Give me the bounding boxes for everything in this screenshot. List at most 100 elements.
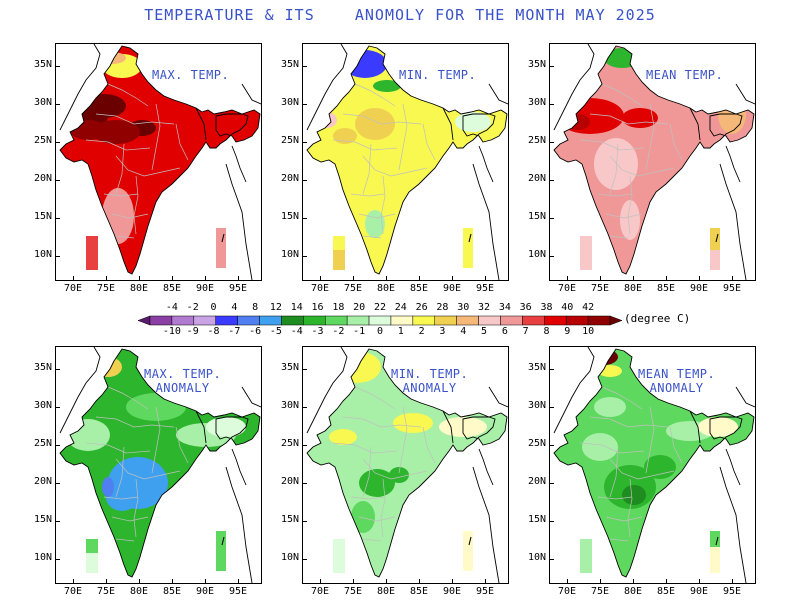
lon-label: 95E bbox=[228, 586, 248, 597]
lat-label: 10N bbox=[33, 249, 52, 260]
lon-label: 80E bbox=[376, 586, 396, 597]
lon-label: 70E bbox=[63, 586, 83, 597]
lon-label: 85E bbox=[409, 283, 429, 294]
lat-label: 30N bbox=[527, 97, 546, 108]
colorbar-bottom-label: -9 bbox=[186, 326, 199, 337]
lat-tick bbox=[550, 142, 554, 143]
min-temp-map bbox=[306, 44, 508, 280]
lon-tick bbox=[732, 276, 733, 280]
colorbar-swatch bbox=[368, 315, 392, 326]
lat-label: 20N bbox=[33, 173, 52, 184]
lat-label: 25N bbox=[280, 438, 299, 449]
lat-label: 35N bbox=[33, 59, 52, 70]
colorbar-bottom-label: 9 bbox=[564, 326, 571, 337]
colorbar-bottom-label: 7 bbox=[522, 326, 529, 337]
lat-tick bbox=[303, 218, 307, 219]
colorbar-top-label: 30 bbox=[457, 302, 470, 313]
lat-label: 30N bbox=[33, 400, 52, 411]
lat-tick bbox=[56, 218, 60, 219]
mean-temp-label: MEAN TEMP. bbox=[646, 68, 724, 82]
lat-label: 35N bbox=[527, 59, 546, 70]
lat-tick bbox=[303, 66, 307, 67]
colorbar-top-label: 40 bbox=[561, 302, 574, 313]
lat-label: 15N bbox=[527, 211, 546, 222]
lat-label: 10N bbox=[527, 249, 546, 260]
lon-tick bbox=[386, 579, 387, 583]
colorbar-bottom-label: 5 bbox=[481, 326, 488, 337]
mean-temp-anomaly-map bbox=[553, 347, 755, 583]
colorbar-top-label: 12 bbox=[269, 302, 282, 313]
colorbar-bottom-label: 0 bbox=[376, 326, 384, 337]
lat-tick bbox=[303, 369, 307, 370]
colorbar-swatch bbox=[149, 315, 173, 326]
colorbar-swatch bbox=[587, 315, 611, 326]
colorbar-swatch bbox=[324, 315, 348, 326]
colorbar-bottom-label: 1 bbox=[397, 326, 404, 337]
colorbar-swatch bbox=[215, 315, 238, 326]
lat-label: 30N bbox=[527, 400, 546, 411]
colorbar-top-label: 18 bbox=[332, 302, 345, 313]
lat-label: 25N bbox=[280, 135, 299, 146]
lat-tick bbox=[550, 369, 554, 370]
lon-label: 90E bbox=[689, 586, 709, 597]
lat-label: 30N bbox=[280, 400, 299, 411]
lat-label: 20N bbox=[527, 173, 546, 184]
lat-label: 20N bbox=[280, 476, 299, 487]
colorbar-top-label: 20 bbox=[353, 302, 366, 313]
colorbar-top-label: 42 bbox=[582, 302, 595, 313]
colorbar-swatch bbox=[434, 315, 457, 326]
lat-label: 15N bbox=[33, 514, 52, 525]
lat-tick bbox=[550, 104, 554, 105]
lon-label: 80E bbox=[129, 586, 149, 597]
colorbar-top-label: 26 bbox=[415, 302, 428, 313]
lon-tick bbox=[353, 579, 354, 583]
lat-tick bbox=[550, 256, 554, 257]
lon-label: 75E bbox=[96, 586, 116, 597]
lat-label: 20N bbox=[527, 476, 546, 487]
lon-label: 70E bbox=[63, 283, 83, 294]
lat-label: 35N bbox=[280, 362, 299, 373]
lon-label: 90E bbox=[442, 283, 462, 294]
max-temp-label: MAX. TEMP. bbox=[152, 68, 230, 82]
lon-tick bbox=[485, 276, 486, 280]
lon-tick bbox=[567, 276, 568, 280]
lon-label: 90E bbox=[195, 283, 215, 294]
lon-label: 80E bbox=[376, 283, 396, 294]
colorbar-swatch bbox=[281, 315, 304, 326]
lon-tick bbox=[353, 276, 354, 280]
lat-tick bbox=[56, 521, 60, 522]
lon-tick bbox=[452, 579, 453, 583]
panel-mean-temp-anomaly: MEAN TEMP. ANOMALY bbox=[549, 346, 756, 584]
lat-tick bbox=[56, 407, 60, 408]
lat-tick bbox=[303, 445, 307, 446]
colorbar-top-label: 38 bbox=[540, 302, 553, 313]
lat-label: 25N bbox=[527, 135, 546, 146]
lon-label: 85E bbox=[656, 586, 676, 597]
colorbar-swatch bbox=[456, 315, 479, 326]
colorbar-bottom-label: -6 bbox=[249, 326, 262, 337]
lon-label: 75E bbox=[590, 283, 610, 294]
lat-tick bbox=[56, 445, 60, 446]
lon-tick bbox=[205, 579, 206, 583]
lon-tick bbox=[172, 276, 173, 280]
colorbar-swatch bbox=[478, 315, 501, 326]
lat-label: 15N bbox=[280, 211, 299, 222]
colorbar-unit: (degree C) bbox=[624, 312, 691, 325]
lat-tick bbox=[303, 521, 307, 522]
lon-label: 75E bbox=[96, 283, 116, 294]
colorbar-top-label: 34 bbox=[498, 302, 511, 313]
lon-label: 80E bbox=[623, 283, 643, 294]
lon-label: 70E bbox=[557, 283, 577, 294]
colorbar-bottom-label: -1 bbox=[353, 326, 366, 337]
colorbar-swatch bbox=[500, 315, 523, 326]
lon-label: 70E bbox=[310, 586, 330, 597]
colorbar-bottom-label: -5 bbox=[269, 326, 282, 337]
lat-tick bbox=[56, 66, 60, 67]
lon-label: 75E bbox=[343, 283, 363, 294]
colorbar-bottom-label: -10 bbox=[162, 326, 181, 337]
lon-tick bbox=[73, 276, 74, 280]
mean-temp-anomaly-label: MEAN TEMP. ANOMALY bbox=[638, 367, 716, 395]
colorbar-swatch bbox=[346, 315, 370, 326]
lon-tick bbox=[106, 579, 107, 583]
page-title: TEMPERATURE & ITS ANOMOLY FOR THE MONTH … bbox=[144, 6, 656, 24]
